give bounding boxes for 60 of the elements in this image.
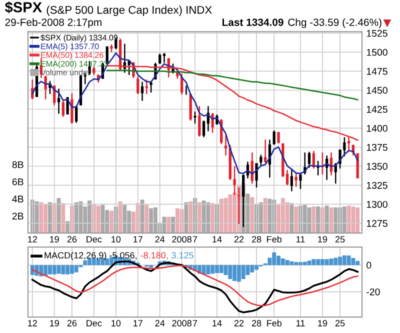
y-tick-label: 1350 [366,162,388,170]
y-tick-label: 1325 [366,182,388,189]
x-tick-label: 22 [234,236,244,242]
x-tick-label: 22 [234,320,244,326]
x-tick-label: 7 [192,320,198,326]
x-tick-label: 26 [67,236,77,243]
y-tick-label: 1275 [366,220,388,227]
y-tick-label: 0 [366,262,372,269]
x-tick-label: Dec [86,320,102,326]
chart-subtitle: (S&P 500 Large Cap Index) INDX [46,6,212,16]
x-tick-label: 2008 [172,236,192,243]
x-tick-label: 17 [134,320,142,326]
y-tick-label: 1475 [366,68,388,75]
x-tick-label: 24 [155,320,165,326]
y-tick-label: 1525 [366,30,388,37]
x-tick-label: 14 [212,236,222,242]
x-tick-label: 24 [155,236,165,242]
x-tick-label: 19 [318,236,328,243]
x-tick-label: 28 [252,236,262,243]
y2-tick-label: 8B [12,161,24,168]
x-tick-label: Feb [267,236,282,243]
text: Last 1334.09 [222,18,284,26]
y-tick-label: 1300 [366,200,388,208]
y-tick-label: -20 [366,288,380,296]
x-tick-label: 28 [252,320,262,326]
x-tick-label: 11 [296,236,305,242]
y-tick-label: 1425 [366,106,388,113]
legend-label: MACD(12,26,9) -5.056, [44,252,137,260]
x-tick-label: 12 [28,320,37,326]
y2-tick-label: 4B [12,196,24,202]
x-tick-label: 19 [50,236,59,243]
x-tick-label: 19 [50,320,59,326]
y2-tick-label: 2B [12,212,24,220]
x-tick-label: 25 [335,320,345,326]
x-tick-label: 11 [296,320,305,326]
x-tick-label: 14 [212,320,222,326]
x-tick-label: 26 [67,320,77,326]
series-label: -8.180, [140,252,168,260]
legend-label: EMA(50) 1384.26 [41,52,104,60]
x-tick-label: Dec [86,236,102,243]
chart-title: $SPX [4,1,42,14]
x-tick-label: 12 [28,236,37,242]
y-tick-label: 1375 [366,144,388,151]
y2-tick-label: 6B [12,178,24,186]
x-tick-label: 17 [134,236,142,242]
text: 29-Feb-2008 2:17pm [5,18,102,28]
x-tick-label: 2008 [172,320,192,326]
y-tick-label: 1500 [366,48,388,56]
text: Chg -33.59 (-2.46%) [288,18,382,28]
x-tick-label: Feb [267,320,282,326]
x-tick-label: 19 [318,320,328,326]
x-tick-label: 10 [112,236,121,243]
series-label: 3.125 [172,252,194,259]
x-tick-label: 25 [335,236,345,243]
y-tick-label: 1450 [366,86,388,94]
y-tick-label: 1400 [366,124,388,132]
legend-label: EMA(5) 1357.70 [41,43,99,51]
x-tick-label: 7 [192,236,198,242]
legend-label: $SPX (Daily) 1334.09 [40,34,118,42]
x-tick-label: 10 [112,320,121,326]
